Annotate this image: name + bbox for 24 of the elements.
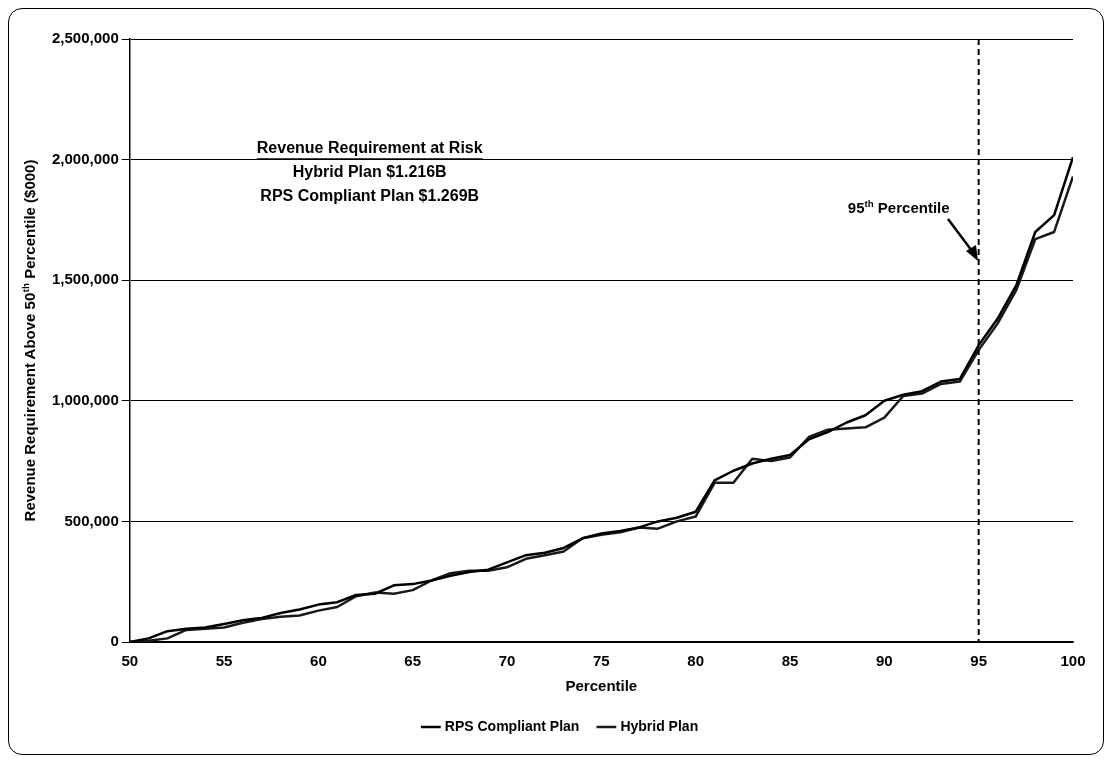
x-tick-label: 55 bbox=[215, 652, 233, 670]
x-tick-label: 60 bbox=[310, 652, 327, 670]
y-tick-label: 0 bbox=[110, 632, 119, 650]
annotation: Hybrid Plan $1.216B bbox=[292, 163, 447, 181]
annotation: Revenue Requirement at Risk bbox=[256, 139, 483, 157]
y-tick-label: 2,000,000 bbox=[52, 149, 119, 167]
legend-label: Hybrid Plan bbox=[620, 717, 699, 734]
x-tick-label: 100 bbox=[1060, 652, 1086, 670]
y-axis-title: Revenue Requirement Above 50th Percentile ($000) bbox=[20, 159, 39, 522]
annotation: RPS Compliant Plan $1.269B bbox=[260, 187, 480, 205]
x-tick-label: 80 bbox=[687, 652, 705, 670]
x-tick-label: 95 bbox=[970, 652, 988, 670]
x-tick-label: 90 bbox=[876, 652, 893, 670]
x-tick-label: 65 bbox=[404, 652, 422, 670]
y-tick-label: 500,000 bbox=[64, 511, 119, 529]
legend-label: RPS Compliant Plan bbox=[444, 717, 580, 734]
y-tick-label: 1,000,000 bbox=[52, 390, 119, 408]
x-tick-label: 70 bbox=[498, 652, 516, 670]
x-tick-label: 85 bbox=[781, 652, 799, 670]
y-tick-label: 2,500,000 bbox=[52, 29, 119, 47]
x-tick-label: 75 bbox=[593, 652, 610, 670]
y-tick-label: 1,500,000 bbox=[52, 270, 119, 288]
x-axis-title: Percentile bbox=[565, 677, 638, 695]
x-tick-label: 50 bbox=[121, 652, 139, 670]
